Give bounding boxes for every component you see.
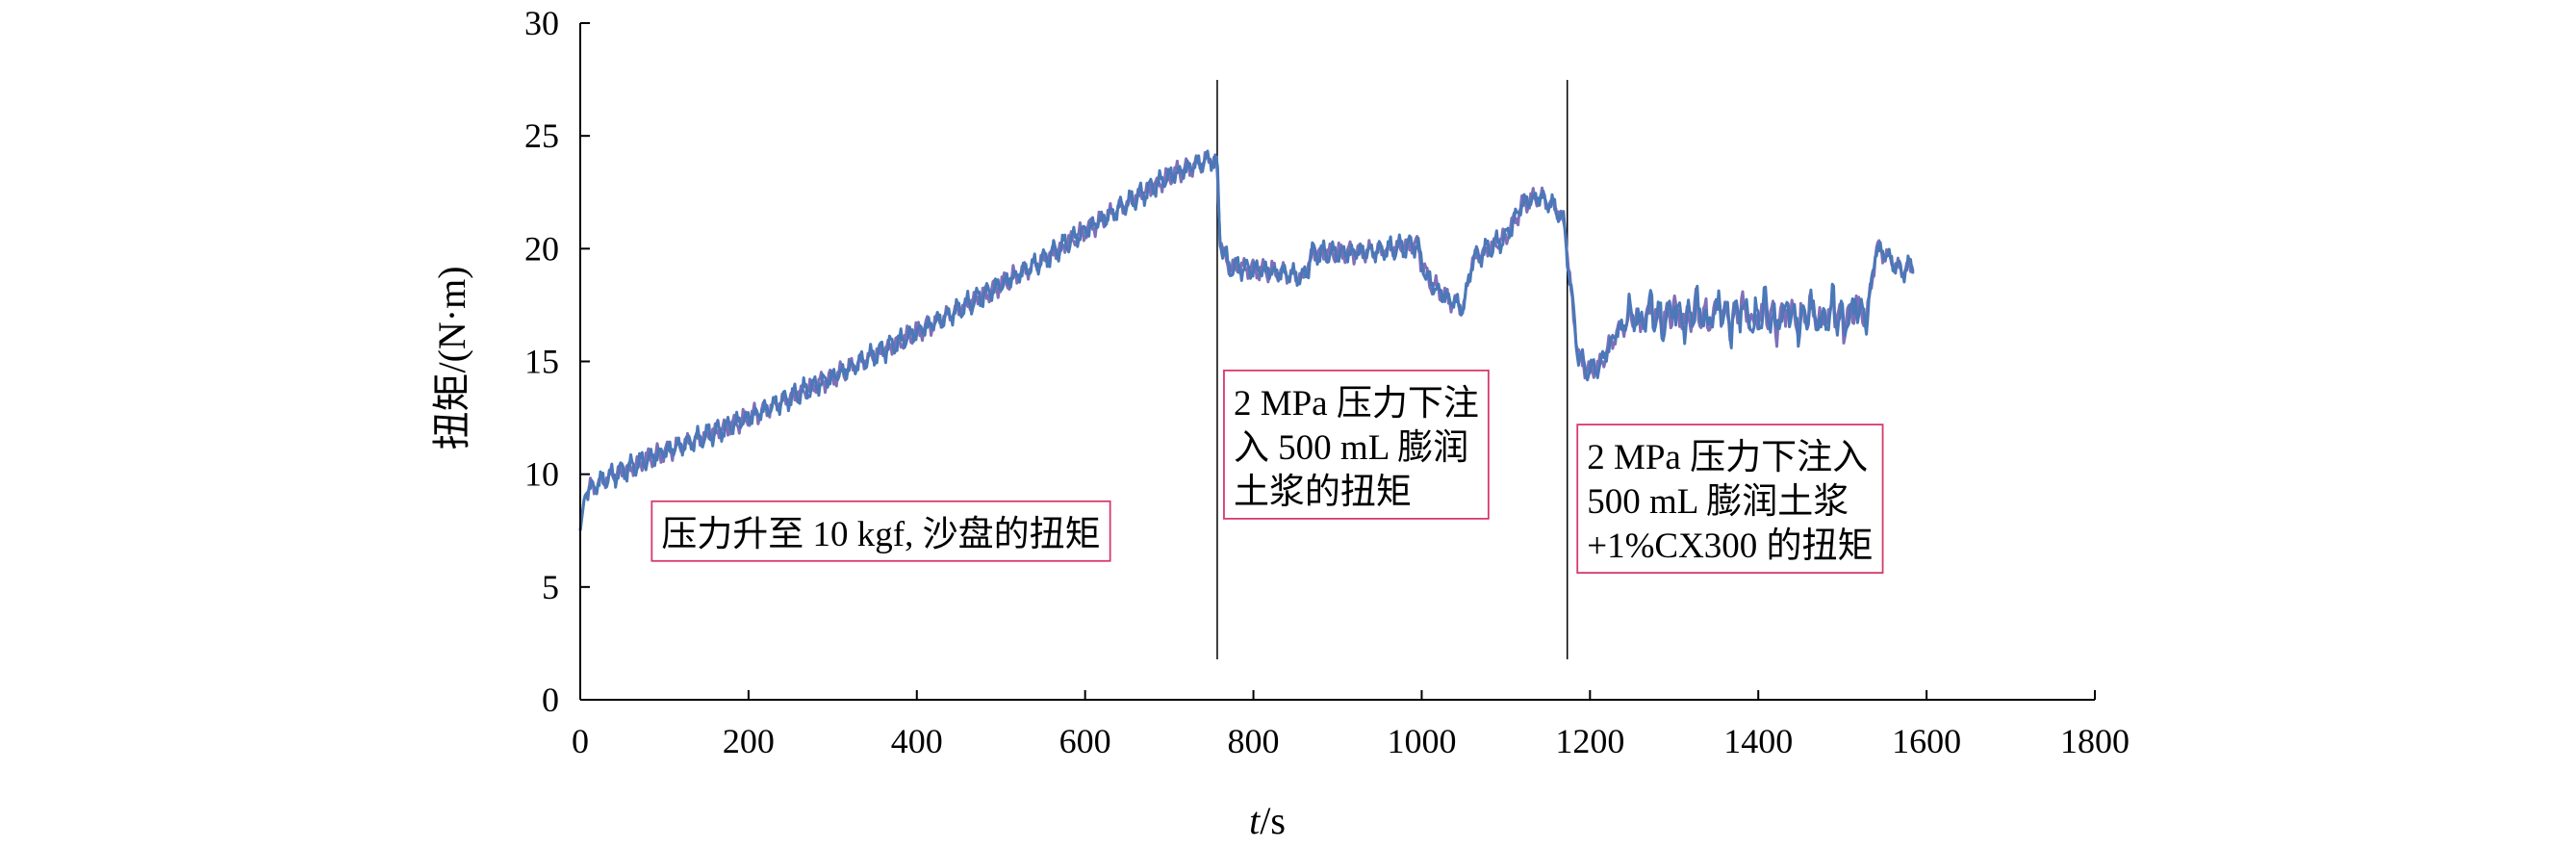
x-tick-label: 400	[891, 722, 943, 760]
series-layer	[578, 149, 1915, 531]
x-tick-label: 600	[1059, 722, 1111, 760]
y-tick-label: 30	[524, 4, 559, 42]
x-tick-label: 0	[572, 722, 589, 760]
annotation-box: 压力升至 10 kgf, 沙盘的扭矩	[650, 500, 1111, 562]
y-tick-label: 0	[542, 681, 559, 719]
y-tick-label: 10	[524, 455, 559, 494]
x-tick-label: 1600	[1892, 722, 1961, 760]
annotation-line: 2 MPa 压力下注	[1234, 383, 1479, 424]
y-tick-label: 5	[542, 568, 559, 606]
tick-labels: 0 5 10 15 20 25 30 0 200 400 600 800 1000 1200 1400 160…	[524, 4, 2130, 760]
x-tick-label: 1200	[1555, 722, 1624, 760]
axes	[579, 22, 2096, 701]
x-axis-label-italic: t	[1249, 799, 1261, 842]
y-axis-label: 扭矩/(N·m)	[430, 266, 473, 450]
annotation-line: 压力升至 10 kgf, 沙盘的扭矩	[661, 514, 1100, 554]
annotation-line: +1%CX300 的扭矩	[1587, 526, 1873, 566]
annotation-frame	[1223, 369, 1490, 520]
x-tick-label: 1800	[2060, 722, 2130, 760]
y-tick-label: 25	[524, 116, 559, 155]
x-tick-label: 1000	[1387, 722, 1456, 760]
annotation-frame	[1576, 424, 1884, 575]
x-axis-label: t/s	[1249, 799, 1286, 842]
x-axis-label-unit: /s	[1260, 799, 1286, 842]
x-tick-label: 1400	[1723, 722, 1793, 760]
annotation-line: 入 500 mL 膨润	[1234, 428, 1468, 468]
annotation-frame	[650, 500, 1111, 562]
x-tick-label: 200	[723, 722, 775, 760]
annotation-line: 500 mL 膨润土浆	[1587, 481, 1849, 522]
series-line	[578, 149, 1915, 531]
annotations: 压力升至 10 kgf, 沙盘的扭矩 2 MPa 压力下注入 500 mL 膨润土…	[650, 369, 1884, 575]
annotation-line: 2 MPa 压力下注入	[1587, 437, 1868, 477]
y-tick-label: 20	[524, 229, 559, 268]
x-tick-label: 800	[1228, 722, 1280, 760]
annotation-line: 土浆的扭矩	[1234, 472, 1412, 512]
y-tick-label: 15	[524, 343, 559, 381]
